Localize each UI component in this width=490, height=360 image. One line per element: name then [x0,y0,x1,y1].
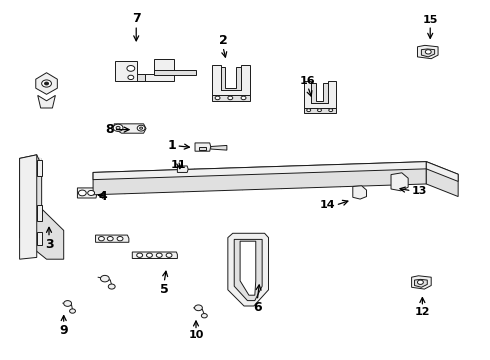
Polygon shape [195,143,211,151]
Polygon shape [421,49,435,57]
Polygon shape [132,252,177,258]
Polygon shape [137,74,145,81]
Polygon shape [228,233,269,306]
Circle shape [70,309,75,313]
Text: 13: 13 [412,186,427,196]
Text: 6: 6 [253,301,262,314]
Circle shape [137,125,145,131]
Polygon shape [415,279,427,287]
Circle shape [42,80,51,87]
Polygon shape [311,83,328,103]
Circle shape [241,96,246,100]
Circle shape [140,127,143,129]
Circle shape [88,190,95,195]
Circle shape [147,253,152,257]
Circle shape [318,109,321,112]
Polygon shape [154,70,196,75]
Circle shape [425,50,431,54]
Circle shape [108,284,115,289]
Polygon shape [177,166,188,172]
Polygon shape [211,145,227,150]
Polygon shape [234,239,262,301]
Text: 7: 7 [132,12,141,25]
Polygon shape [240,241,256,295]
Polygon shape [353,186,367,199]
Polygon shape [115,59,174,81]
Text: 9: 9 [59,324,68,337]
Polygon shape [220,67,241,90]
Text: 1: 1 [168,139,176,152]
Circle shape [45,82,49,85]
Circle shape [156,253,162,257]
Text: 16: 16 [300,76,316,86]
Text: 4: 4 [98,190,107,203]
Polygon shape [212,65,250,95]
Text: 5: 5 [160,283,169,296]
Text: 12: 12 [415,307,430,317]
Polygon shape [304,81,336,108]
Circle shape [100,275,109,282]
Circle shape [113,124,123,131]
Polygon shape [37,232,42,245]
Polygon shape [37,205,42,221]
Circle shape [116,126,120,129]
Polygon shape [304,108,336,113]
Circle shape [128,75,134,80]
Text: 2: 2 [219,34,227,47]
Polygon shape [391,173,408,191]
Polygon shape [114,124,146,133]
Text: 15: 15 [422,15,438,25]
Circle shape [329,109,333,112]
Polygon shape [212,95,250,101]
Text: 3: 3 [45,238,53,251]
Polygon shape [36,73,57,94]
Polygon shape [426,162,458,197]
Polygon shape [93,162,426,180]
Circle shape [354,189,361,194]
Polygon shape [20,155,64,259]
Polygon shape [96,235,129,242]
Circle shape [166,253,172,257]
Text: 14: 14 [320,200,336,210]
Circle shape [78,190,86,196]
Circle shape [228,96,233,100]
Circle shape [107,237,113,241]
Circle shape [417,280,423,284]
Circle shape [215,96,220,100]
Circle shape [195,305,202,311]
Text: 10: 10 [188,330,204,341]
Circle shape [307,109,311,112]
Circle shape [127,66,135,71]
Polygon shape [426,162,458,181]
Polygon shape [199,147,206,150]
Polygon shape [412,276,431,289]
Circle shape [137,253,143,257]
Text: 11: 11 [171,160,187,170]
Circle shape [64,301,72,306]
Polygon shape [93,162,426,195]
Polygon shape [38,95,55,108]
Circle shape [98,237,104,241]
Circle shape [201,314,207,318]
Polygon shape [77,188,97,198]
Text: 8: 8 [105,123,114,136]
Polygon shape [20,155,37,259]
Polygon shape [417,45,438,59]
Circle shape [117,237,123,241]
Circle shape [393,179,401,185]
Polygon shape [37,160,42,176]
